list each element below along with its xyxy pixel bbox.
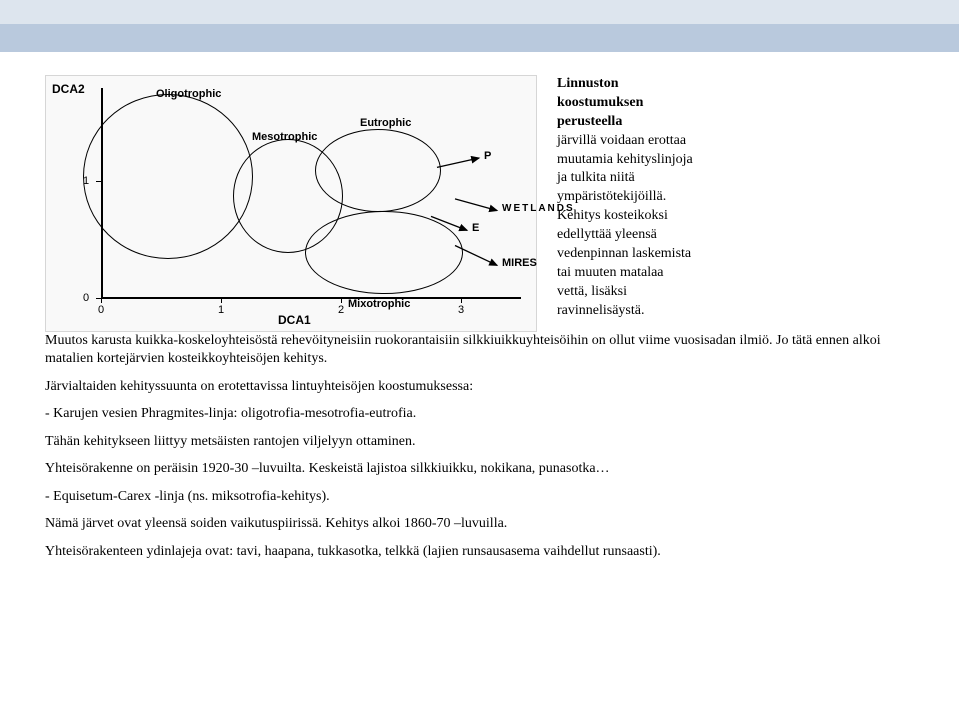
dca-figure: DCA2 DCA1 012301OligotrophicMesotrophicE… (45, 75, 537, 332)
xtick-label: 3 (458, 304, 464, 316)
xtick-label: 0 (98, 304, 104, 316)
para-4: Tähän kehitykseen liittyy metsäisten ran… (45, 433, 915, 451)
header-band-dark (0, 24, 959, 52)
ytick-label: 0 (83, 292, 89, 304)
xtick-label: 1 (218, 304, 224, 316)
side-b2: koostumuksen (557, 95, 643, 110)
side-l7: vedenpinnan laskemista (557, 246, 691, 261)
xtick-label: 2 (338, 304, 344, 316)
body-text: Muutos karusta kuikka-koskeloyhteisöstä … (45, 332, 915, 561)
side-caption: Linnuston koostumuksen perusteella järvi… (557, 75, 857, 321)
header-band-light (0, 0, 959, 52)
side-l6: edellyttää yleensä (557, 227, 657, 242)
page-content: DCA2 DCA1 012301OligotrophicMesotrophicE… (45, 75, 915, 570)
para-2: Järvialtaiden kehityssuunta on erotettav… (45, 378, 915, 396)
axis-label-x: DCA1 (278, 313, 311, 327)
side-l1: järvillä voidaan erottaa (557, 133, 686, 148)
para-7: Nämä järvet ovat yleensä soiden vaikutus… (45, 515, 915, 533)
side-l2: muutamia kehityslinjoja (557, 152, 693, 167)
side-l3: ja tulkita niitä (557, 170, 635, 185)
side-b1: Linnuston (557, 76, 618, 91)
side-l8: tai muuten matalaa (557, 265, 664, 280)
para-5: Yhteisörakenne on peräisin 1920-30 –luvu… (45, 460, 915, 478)
axis-label-y: DCA2 (52, 82, 85, 96)
ellipse-label: Mixotrophic (348, 298, 410, 310)
plot-area: 012301OligotrophicMesotrophicEutrophicMi… (101, 88, 521, 298)
para-1: Muutos karusta kuikka-koskeloyhteisöstä … (45, 332, 915, 369)
para-8: Yhteisörakenteen ydinlajeja ovat: tavi, … (45, 543, 915, 561)
para-3: - Karujen vesien Phragmites-linja: oligo… (45, 405, 915, 423)
side-l9: vettä, lisäksi (557, 284, 627, 299)
side-l10: ravinnelisäystä. (557, 303, 644, 318)
para-6: - Equisetum-Carex -linja (ns. miksotrofi… (45, 488, 915, 506)
figure-row: DCA2 DCA1 012301OligotrophicMesotrophicE… (45, 75, 915, 332)
side-b3: perusteella (557, 114, 622, 129)
